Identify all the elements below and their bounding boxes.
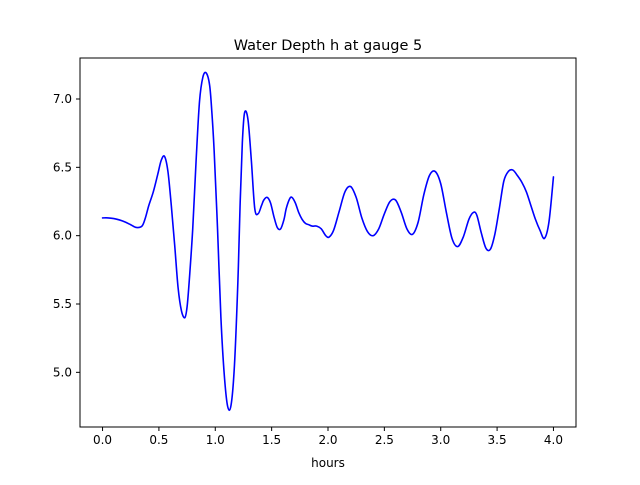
y-tick-label: 6.0 [53,229,72,243]
y-tick-label: 5.5 [53,297,72,311]
x-tick-label: 3.0 [431,433,450,447]
x-axis-label: hours [311,456,345,470]
y-axis-ticks: 5.0 5.5 6.0 6.5 7.0 [53,92,80,379]
series-layer [101,71,555,412]
plot-area-frame [79,57,577,428]
y-tick-label: 5.0 [53,365,72,379]
x-tick-label: 3.5 [488,433,507,447]
y-tick-label: 7.0 [53,92,72,106]
x-tick-label: 1.5 [262,433,281,447]
x-tick-label: 2.0 [318,433,337,447]
x-tick-label: 0.0 [93,433,112,447]
x-tick-label: 4.0 [544,433,563,447]
chart-title: Water Depth h at gauge 5 [234,38,422,54]
x-axis-ticks: 0.0 0.5 1.0 1.5 2.0 2.5 3.0 3.5 4.0 [93,427,563,447]
y-tick-label: 6.5 [53,160,72,174]
x-tick-label: 2.5 [375,433,394,447]
water-depth-series-line [101,71,555,412]
x-tick-label: 1.0 [206,433,225,447]
x-tick-label: 0.5 [149,433,168,447]
